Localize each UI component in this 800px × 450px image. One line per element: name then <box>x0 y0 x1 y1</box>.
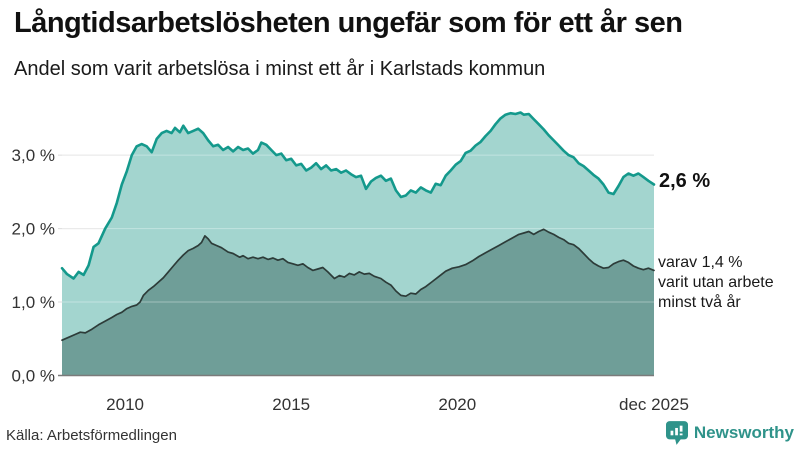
x-tick-label: 2010 <box>106 395 144 414</box>
series-two-years-area <box>62 229 654 376</box>
newsworthy-icon <box>665 421 688 445</box>
y-tick-label: 3,0 % <box>12 146 55 165</box>
two-year-series-end-label: varav 1,4 % varit utan arbete minst två … <box>658 254 774 311</box>
y-tick-label: 0,0 % <box>12 367 55 386</box>
series-two-years-line <box>61 228 655 342</box>
series-total-line <box>60 111 656 280</box>
x-tick-label: 2015 <box>272 395 310 414</box>
chart-title: Långtidsarbetslösheten ungefär som för e… <box>14 7 683 39</box>
y-tick-label: 2,0 % <box>12 220 55 239</box>
total-series-end-label: 2,6 % <box>659 170 711 192</box>
source-note: Källa: Arbetsförmedlingen <box>6 427 177 444</box>
chart-subtitle: Andel som varit arbetslösa i minst ett å… <box>14 58 546 80</box>
x-tick-label: 2020 <box>438 395 476 414</box>
newsworthy-wordmark: Newsworthy <box>693 423 794 442</box>
y-tick-label: 1,0 % <box>12 293 55 312</box>
x-tick-label: dec 2025 <box>619 395 689 414</box>
newsworthy-logo: Newsworthy <box>665 421 794 445</box>
